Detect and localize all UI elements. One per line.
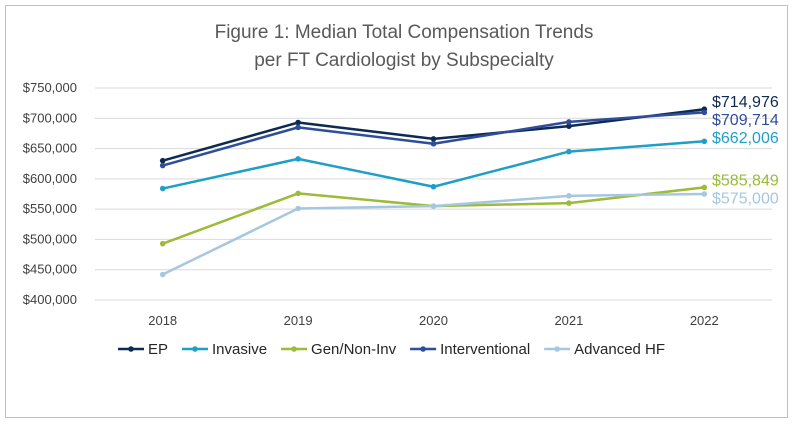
data-point-gen-non-inv (295, 190, 301, 197)
y-tick-label: $400,000 (23, 292, 77, 307)
data-point-ep (159, 157, 166, 164)
data-point-gen-non-inv (159, 240, 166, 247)
x-tick-label: 2020 (419, 313, 448, 328)
x-tick-label: 2022 (690, 313, 719, 328)
legend-marker-interventional (420, 346, 426, 352)
y-tick-label: $700,000 (23, 110, 77, 125)
chart-title: Figure 1: Median Total Compensation Tren… (215, 22, 594, 43)
y-tick-label: $550,000 (23, 201, 77, 216)
legend-marker-advanced-hf (554, 346, 560, 352)
data-point-interventional (566, 119, 572, 125)
end-label-ep: $714,976 (712, 94, 779, 111)
y-tick-label: $750,000 (23, 80, 77, 95)
data-point-advanced-hf (295, 205, 301, 212)
end-label-advanced-hf: $575,000 (712, 190, 779, 207)
legend-label-gen-non-inv: Gen/Non-Inv (311, 341, 397, 358)
data-point-interventional (430, 140, 437, 147)
data-point-invasive (701, 138, 708, 145)
data-point-invasive (295, 156, 301, 162)
data-point-invasive (159, 185, 166, 192)
data-point-ep (295, 119, 301, 126)
data-point-advanced-hf (159, 271, 166, 278)
y-tick-label: $450,000 (23, 262, 77, 277)
data-point-ep (566, 123, 572, 129)
legend-marker-gen-non-inv (291, 346, 297, 352)
legend: EP Invasive Gen/Non-Inv Interventional Advan… (118, 341, 665, 358)
x-tick-label: 2018 (148, 313, 177, 328)
legend-marker-invasive (192, 346, 198, 352)
data-point-invasive (566, 148, 572, 155)
x-tick-label: 2021 (554, 313, 583, 328)
y-tick-label: $650,000 (23, 141, 77, 156)
end-label-gen-non-inv: $585,849 (712, 172, 779, 189)
y-tick-label: $500,000 (23, 231, 77, 246)
legend-label-ep: EP (148, 341, 168, 358)
data-point-invasive (430, 183, 437, 190)
data-point-interventional (295, 124, 301, 131)
data-point-gen-non-inv (566, 200, 572, 206)
data-point-advanced-hf (701, 191, 708, 197)
x-tick-label: 2019 (284, 313, 313, 328)
axis-labels: $400,000 $450,000 $500,000 $550,000 $600,000… (23, 80, 719, 328)
series-layer (159, 106, 708, 278)
legend-label-advanced-hf: Advanced HF (574, 341, 665, 358)
legend-label-interventional: Interventional (440, 341, 530, 358)
data-point-ep (430, 136, 437, 142)
legend-marker-ep (128, 346, 134, 352)
data-point-interventional (159, 162, 166, 169)
chart-subtitle: per FT Cardiologist by Subspecialty (254, 50, 554, 71)
end-label-interventional: $709,714 (712, 112, 779, 129)
y-tick-label: $600,000 (23, 171, 77, 186)
end-labels: $714,976$709,714$662,006 $585,849$575,000 (712, 94, 779, 207)
end-label-invasive: $662,006 (712, 130, 779, 147)
legend-label-invasive: Invasive (212, 341, 267, 358)
data-point-interventional (701, 109, 708, 116)
data-point-advanced-hf (566, 193, 572, 199)
data-point-gen-non-inv (701, 184, 708, 191)
data-point-advanced-hf (430, 203, 437, 209)
